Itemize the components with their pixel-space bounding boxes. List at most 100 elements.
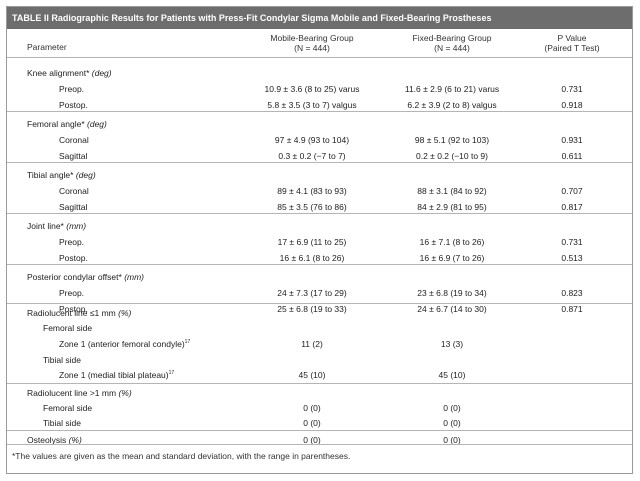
group-divider [7, 264, 632, 265]
row-parameter: Radiolucent line >1 mm (%) [27, 386, 132, 400]
row-fixed-bearing-value: 16 ± 7.1 (8 to 26) [419, 237, 485, 247]
row-p-value: 0.918 [561, 100, 583, 110]
row-label: Sagittal [59, 202, 88, 212]
table-row: Zone 1 (anterior femoral condyle)17 11 (2… [7, 337, 632, 351]
header-mobile-bearing: Mobile-Bearing Group (N = 444) [237, 33, 387, 53]
row-unit: (%) [68, 435, 82, 445]
row-mobile-bearing-value: 0 (0) [303, 418, 321, 428]
header-fixed-line2: (N = 444) [434, 43, 470, 53]
row-p-value: 0.931 [561, 135, 583, 145]
row-unit: (deg) [91, 68, 112, 78]
row-label: Preop. [59, 237, 85, 247]
table-row: Tibial side 0 (0) 0 (0) [7, 416, 632, 430]
row-parameter: Tibial side [43, 416, 81, 430]
header-parameter: Parameter [27, 42, 67, 52]
row-unit: (deg) [87, 119, 107, 129]
group-divider [7, 111, 632, 112]
footer-divider [7, 444, 632, 445]
header-fixed-bearing: Fixed-Bearing Group (N = 444) [377, 33, 527, 53]
table-row: Coronal 89 ± 4.1 (83 to 93) 88 ± 3.1 (84 t… [7, 184, 632, 198]
row-parameter: Preop. [59, 235, 84, 249]
row-fixed-bearing-value: 24 ± 6.7 (14 to 30) [417, 304, 487, 314]
table-row: Femoral side [7, 321, 632, 335]
table-title-lead: TABLE II [12, 13, 49, 23]
row-parameter: Zone 1 (anterior femoral condyle)17 [59, 337, 190, 351]
row-unit: (%) [118, 308, 132, 318]
row-p-value: 0.823 [561, 288, 583, 298]
row-mobile-bearing-value: 10.9 ± 3.6 (8 to 25) varus [264, 84, 360, 94]
group-divider [7, 303, 632, 304]
row-label: Femoral side [43, 403, 93, 413]
row-mobile-bearing-value: 17 ± 6.9 (11 to 25) [277, 237, 347, 247]
row-fixed-bearing-value: 45 (10) [438, 370, 466, 380]
row-label: Sagittal [59, 151, 88, 161]
row-fixed-bearing-value: 0.2 ± 0.2 (−10 to 9) [415, 151, 488, 161]
header-p-value: P Value (Paired T Test) [527, 33, 617, 53]
group-divider [7, 213, 632, 214]
row-p-value: 0.817 [561, 202, 583, 212]
row-mobile-bearing-value: 5.8 ± 3.5 (3 to 7) valgus [267, 100, 357, 110]
row-label: Zone 1 (medial tibial plateau) [59, 370, 169, 380]
row-parameter: Tibial side [43, 353, 81, 367]
header-p-line1: P Value [557, 33, 587, 43]
row-label: Postop. [59, 100, 88, 110]
row-unit: (deg) [75, 170, 96, 180]
row-p-value: 0.871 [561, 304, 583, 314]
row-parameter: Sagittal [59, 149, 87, 163]
header-fixed-line1: Fixed-Bearing Group [412, 33, 492, 43]
row-mobile-bearing-value: 0.3 ± 0.2 (−7 to 7) [278, 151, 346, 161]
table-row: Radiolucent line >1 mm (%) [7, 386, 632, 400]
row-mobile-bearing-value: 16 ± 6.1 (8 to 26) [279, 253, 345, 263]
table-row: Sagittal 0.3 ± 0.2 (−7 to 7) 0.2 ± 0.2 (−1… [7, 149, 632, 163]
row-unit: (%) [118, 388, 132, 398]
row-label: Coronal [59, 135, 89, 145]
row-fixed-bearing-value: 13 (3) [440, 339, 464, 349]
table-footnote: *The values are given as the mean and st… [12, 451, 351, 461]
table-row: Zone 1 (medial tibial plateau)17 45 (10) 4… [7, 368, 632, 382]
row-mobile-bearing-value: 85 ± 3.5 (76 to 86) [277, 202, 347, 212]
table-frame: TABLE II Radiographic Results for Patien… [6, 6, 633, 474]
row-mobile-bearing-value: 0 (0) [303, 403, 321, 413]
row-p-value: 0.731 [561, 237, 583, 247]
row-parameter: Joint line* (mm) [27, 219, 86, 233]
row-fixed-bearing-value: 11.6 ± 2.9 (6 to 21) varus [404, 84, 500, 94]
table-row: Radiolucent line ≤1 mm (%) [7, 306, 632, 320]
row-label: Posterior condylar offset* [27, 272, 122, 282]
row-p-value: 0.513 [561, 253, 583, 263]
row-reference: 17 [184, 339, 191, 346]
row-parameter: Osteolysis (%) [27, 433, 82, 447]
row-fixed-bearing-value: 88 ± 3.1 (84 to 92) [417, 186, 487, 196]
header-p-line2: (Paired T Test) [544, 43, 600, 53]
row-fixed-bearing-value: 98 ± 5.1 (92 to 103) [414, 135, 490, 145]
row-mobile-bearing-value: 45 (10) [298, 370, 326, 380]
table-title-text: Radiographic Results for Patients with P… [51, 13, 492, 23]
table-row: Femoral side 0 (0) 0 (0) [7, 401, 632, 415]
row-label: Coronal [59, 186, 89, 196]
row-unit: (mm) [66, 221, 87, 231]
row-label: Radiolucent line >1 mm [27, 388, 117, 398]
row-p-value: 0.707 [561, 186, 583, 196]
table-row: Femoral angle* (deg) [7, 117, 632, 131]
table-row: Knee alignment* (deg) [7, 66, 632, 80]
row-label: Tibial side [43, 355, 81, 365]
row-parameter: Sagittal [59, 200, 87, 214]
table-row: Sagittal 85 ± 3.5 (76 to 86) 84 ± 2.9 (81 … [7, 200, 632, 214]
table-row: Postop. 5.8 ± 3.5 (3 to 7) valgus 6.2 ± 3.… [7, 98, 632, 112]
row-fixed-bearing-value: 0 (0) [443, 403, 461, 413]
row-label: Osteolysis [27, 435, 67, 445]
row-mobile-bearing-value: 89 ± 4.1 (83 to 93) [277, 186, 347, 196]
row-label: Postop. [59, 253, 88, 263]
row-unit: (mm) [124, 272, 145, 282]
row-parameter: Zone 1 (medial tibial plateau)17 [59, 368, 174, 382]
row-label: Tibial angle* [27, 170, 74, 180]
row-label: Femoral side [43, 323, 93, 333]
row-label: Zone 1 (anterior femoral condyle) [59, 339, 185, 349]
row-label: Radiolucent line ≤1 mm [27, 308, 116, 318]
row-parameter: Postop. [59, 302, 88, 316]
table-row: Postop. 25 ± 6.8 (19 to 33) 24 ± 6.7 (14 t… [7, 302, 632, 316]
table-row: Preop. 24 ± 7.3 (17 to 29) 23 ± 6.8 (19 to… [7, 286, 632, 300]
row-label: Preop. [59, 84, 85, 94]
row-parameter: Preop. [59, 286, 84, 300]
row-mobile-bearing-value: 97 ± 4.9 (93 to 104) [274, 135, 350, 145]
row-label: Joint line* [27, 221, 64, 231]
